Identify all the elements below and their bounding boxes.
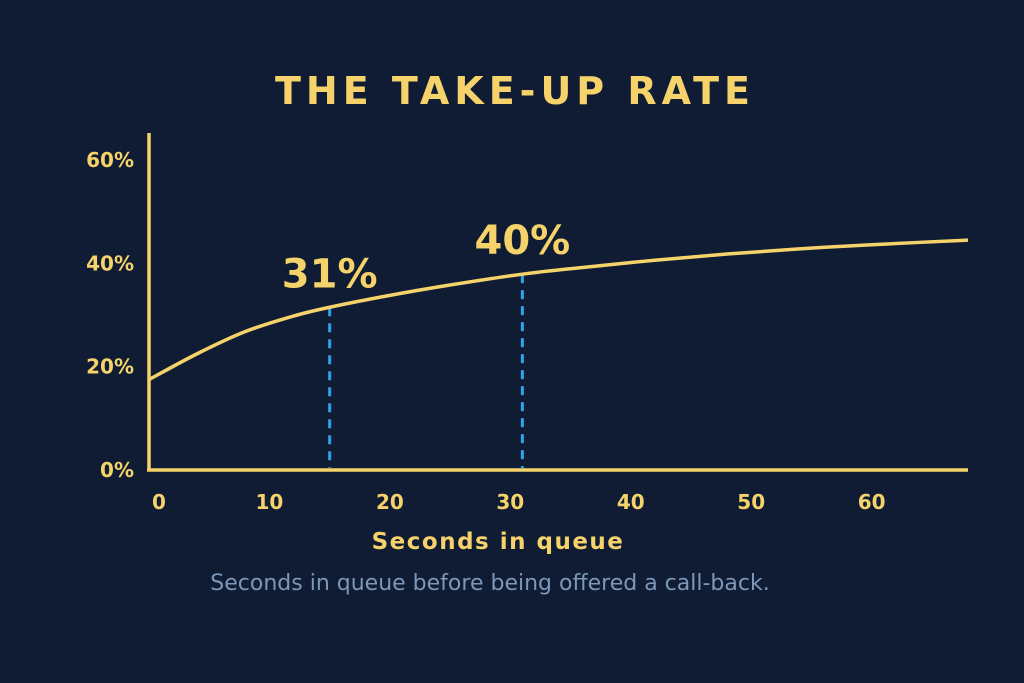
callout-label: 40% (474, 218, 570, 264)
x-tick-label: 40 (617, 490, 645, 514)
y-tick-label: 40% (86, 251, 134, 275)
x-axis-ticks: 0 10 20 30 40 50 60 (152, 490, 886, 514)
chart-title: THE TAKE-UP RATE (275, 69, 755, 113)
series-line (148, 238, 969, 382)
callout-label: 31% (282, 251, 378, 297)
marker-lines (328, 274, 524, 468)
x-tick-label: 60 (858, 490, 886, 514)
y-tick-label: 20% (86, 355, 134, 379)
x-tick-label: 30 (496, 490, 524, 514)
x-tick-label: 10 (256, 490, 284, 514)
y-tick-label: 60% (86, 148, 134, 172)
x-tick-label: 0 (152, 490, 166, 514)
x-tick-label: 50 (737, 490, 765, 514)
chart-caption: Seconds in queue before being offered a … (210, 571, 769, 596)
y-axis-ticks: 0% 20% 40% 60% (86, 148, 134, 482)
x-tick-label: 20 (376, 490, 404, 514)
x-axis-label: Seconds in queue (372, 529, 625, 555)
y-tick-label: 0% (100, 458, 134, 482)
callout-labels: 31% 40% (282, 218, 570, 297)
